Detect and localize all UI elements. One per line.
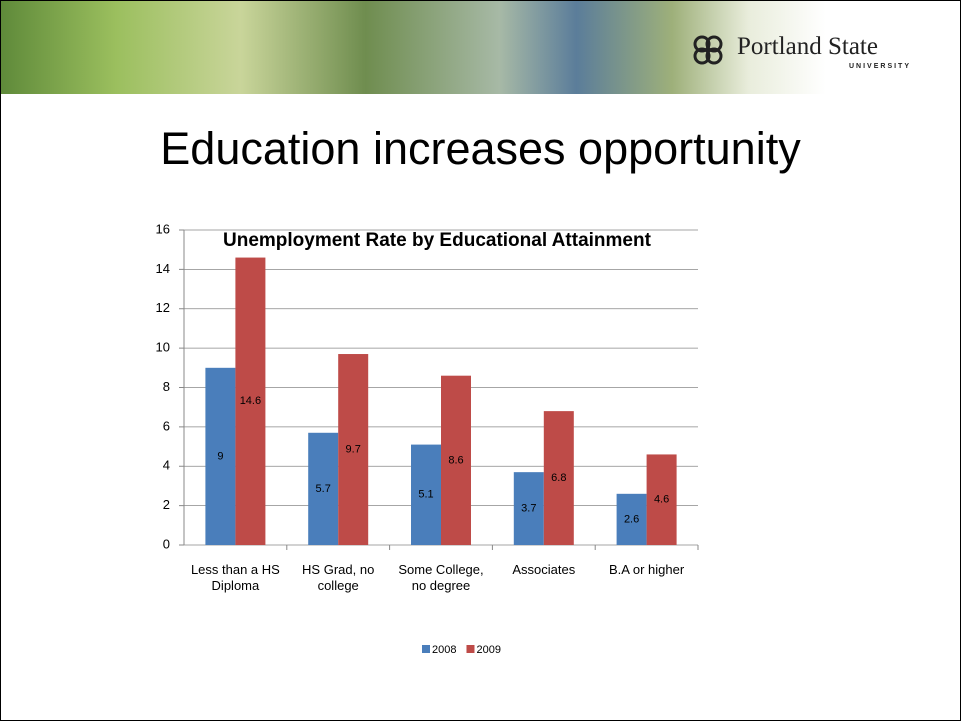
legend-label: 2008 <box>432 644 456 656</box>
chart-title: Unemployment Rate by Educational Attainm… <box>223 230 652 251</box>
data-label: 5.1 <box>418 489 433 501</box>
legend-label: 2009 <box>476 644 500 656</box>
data-label: 9.7 <box>346 443 361 455</box>
bar <box>235 257 266 545</box>
x-tick-label: B.A or higher <box>609 562 685 577</box>
y-tick-label: 2 <box>163 497 170 512</box>
data-label: 9 <box>217 450 223 462</box>
data-label: 6.8 <box>551 472 566 484</box>
y-tick-label: 16 <box>156 221 170 236</box>
y-tick-label: 6 <box>163 418 170 433</box>
y-tick-label: 8 <box>163 379 170 394</box>
y-tick-label: 12 <box>156 300 170 315</box>
data-label: 3.7 <box>521 502 536 514</box>
legend-swatch <box>466 645 475 653</box>
bar <box>308 432 339 545</box>
x-tick-label: HS Grad, no college <box>302 562 375 593</box>
bar <box>441 375 471 545</box>
x-tick-label: Associates <box>512 562 576 577</box>
data-label: 4.6 <box>654 494 669 506</box>
brand: Portland State <box>737 33 878 60</box>
y-tick-label: 14 <box>156 261 170 276</box>
bar <box>338 354 369 545</box>
y-tick-label: 0 <box>163 536 170 551</box>
y-tick-label: 10 <box>156 340 170 355</box>
y-tick-label: 4 <box>163 458 170 473</box>
bar <box>411 444 441 545</box>
bar <box>513 472 544 545</box>
bar <box>205 367 236 545</box>
header-image <box>1 1 960 94</box>
bar <box>616 493 647 545</box>
x-tick-label: Less than a HS Diploma <box>190 562 280 593</box>
slide-title: Education increases opportunity <box>160 123 801 174</box>
data-label: 5.7 <box>316 483 331 495</box>
data-label: 14.6 <box>240 395 261 407</box>
brand-sub: UNIVERSITY <box>849 63 912 70</box>
legend-swatch <box>422 645 430 653</box>
data-label: 2.6 <box>624 513 639 525</box>
logo-icon <box>693 35 723 65</box>
bar <box>646 454 677 545</box>
bar <box>543 411 574 545</box>
data-label: 8.6 <box>448 454 463 466</box>
x-tick-label: Some College, no degree <box>398 562 484 593</box>
